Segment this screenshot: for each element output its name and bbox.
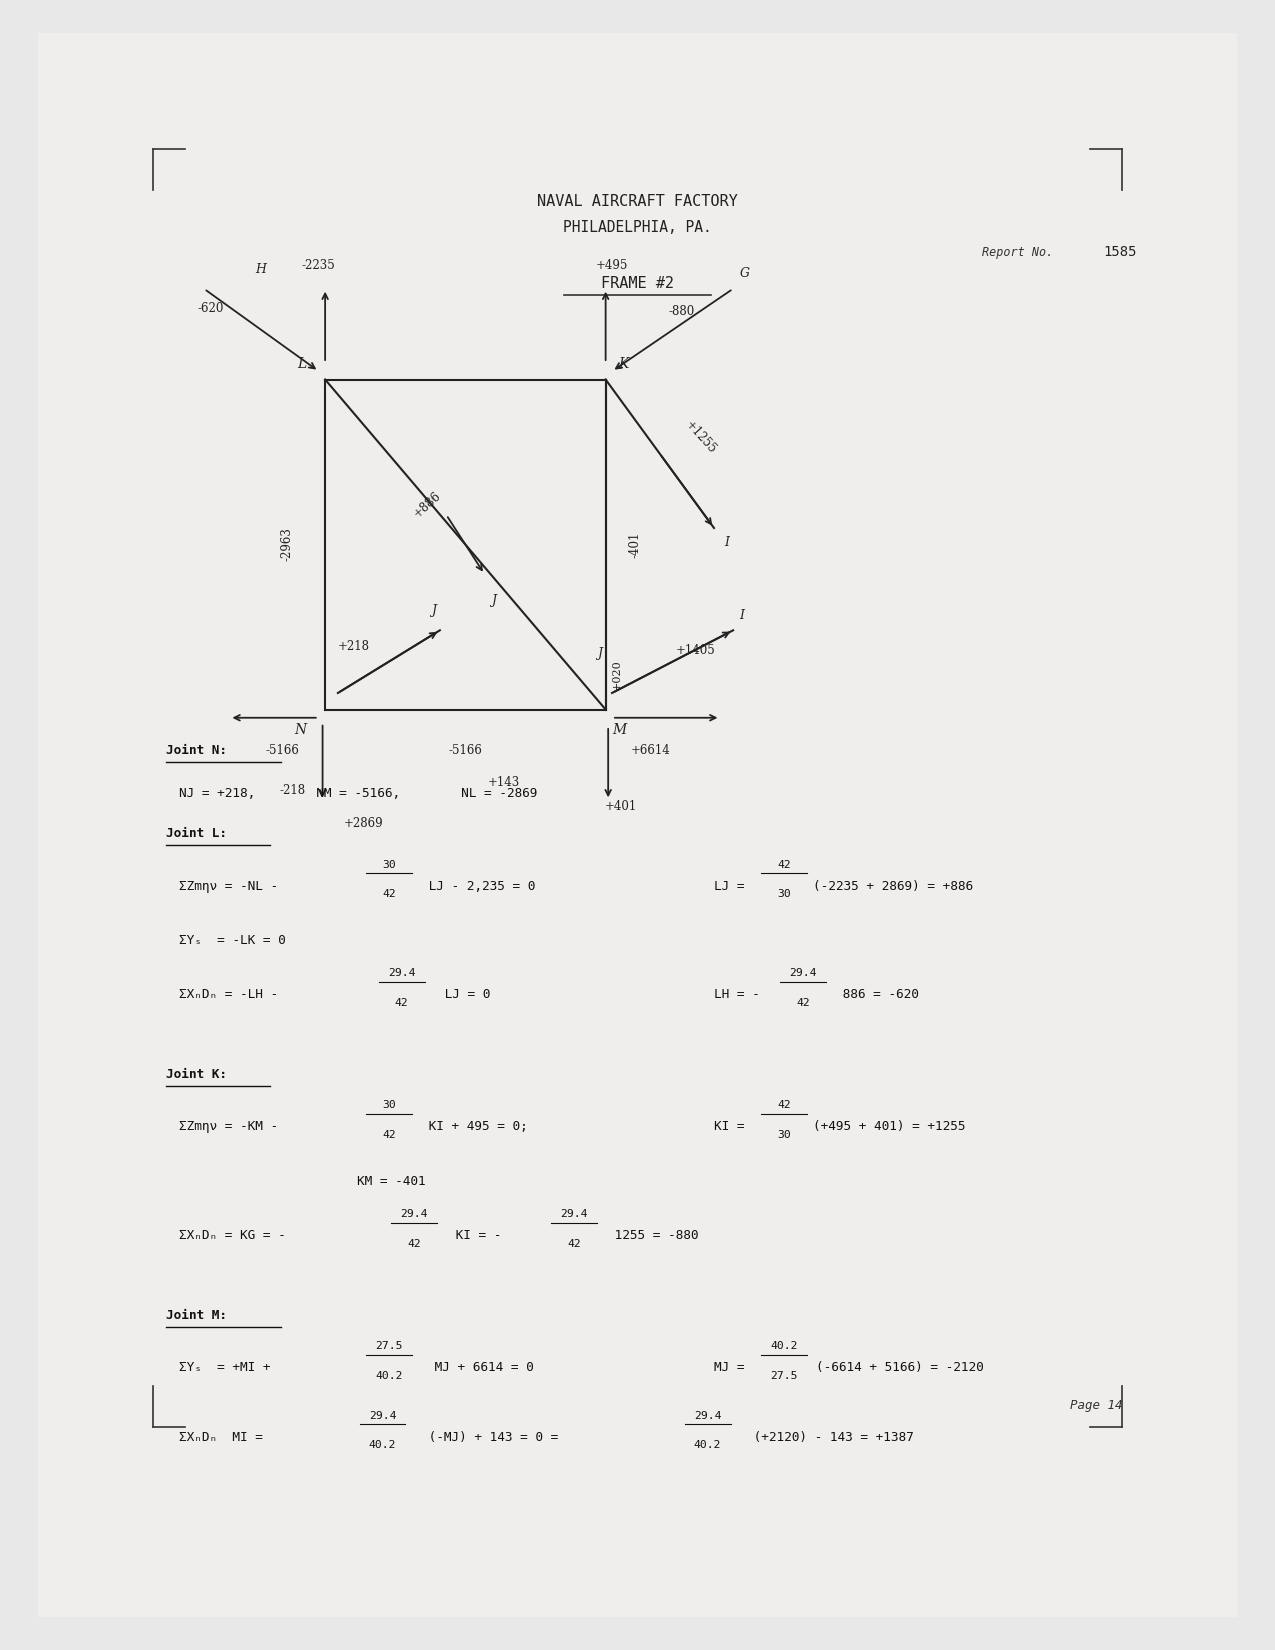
Text: MJ + 6614 = 0: MJ + 6614 = 0 (427, 1361, 534, 1374)
Text: +6614: +6614 (631, 744, 671, 757)
Text: +1255: +1255 (683, 417, 719, 457)
Text: I: I (724, 536, 729, 549)
Text: Joint L:: Joint L: (166, 827, 227, 840)
Text: ΣYₛ  = -LK = 0: ΣYₛ = -LK = 0 (179, 934, 286, 947)
Text: PHILADELPHIA, PA.: PHILADELPHIA, PA. (564, 219, 711, 236)
Text: FRAME #2: FRAME #2 (601, 276, 674, 292)
Text: J: J (597, 647, 602, 660)
Text: NAVAL AIRCRAFT FACTORY: NAVAL AIRCRAFT FACTORY (537, 193, 738, 210)
Text: +886: +886 (411, 488, 444, 520)
Text: Joint M:: Joint M: (166, 1308, 227, 1322)
Text: 42: 42 (408, 1239, 421, 1249)
Text: ΣXₙDₙ = -LH -: ΣXₙDₙ = -LH - (179, 988, 278, 1002)
Text: Joint K:: Joint K: (166, 1068, 227, 1081)
Text: 42: 42 (395, 998, 408, 1008)
Text: +401: +401 (604, 800, 638, 813)
Text: +2869: +2869 (343, 817, 384, 830)
Text: KI =: KI = (714, 1120, 745, 1134)
Text: (+495 + 401) = +1255: (+495 + 401) = +1255 (813, 1120, 966, 1134)
Text: 30: 30 (778, 889, 790, 899)
Text: LJ - 2,235 = 0: LJ - 2,235 = 0 (421, 879, 536, 893)
Text: +495: +495 (595, 259, 629, 272)
Text: K: K (618, 358, 629, 371)
Text: LJ =: LJ = (714, 879, 745, 893)
Text: 40.2: 40.2 (770, 1341, 798, 1351)
Text: ΣZmην = -KM -: ΣZmην = -KM - (179, 1120, 278, 1134)
Text: 42: 42 (778, 860, 790, 870)
Text: N: N (293, 723, 306, 736)
Text: -2235: -2235 (302, 259, 335, 272)
Text: (-6614 + 5166) = -2120: (-6614 + 5166) = -2120 (816, 1361, 984, 1374)
Text: +020: +020 (612, 658, 622, 690)
Text: 29.4: 29.4 (560, 1209, 588, 1219)
Text: LJ = 0: LJ = 0 (437, 988, 491, 1002)
Text: 40.2: 40.2 (375, 1371, 403, 1381)
Text: 27.5: 27.5 (375, 1341, 403, 1351)
Text: (+2120) - 143 = +1387: (+2120) - 143 = +1387 (746, 1431, 914, 1444)
Text: Joint N:: Joint N: (166, 744, 227, 757)
Text: +1405: +1405 (676, 644, 715, 657)
Text: J: J (431, 604, 436, 617)
Text: 40.2: 40.2 (368, 1440, 397, 1450)
Text: LH = -: LH = - (714, 988, 760, 1002)
Text: KI + 495 = 0;: KI + 495 = 0; (421, 1120, 528, 1134)
Text: ΣXₙDₙ  MI =: ΣXₙDₙ MI = (179, 1431, 263, 1444)
Text: J: J (491, 594, 496, 607)
Text: 42: 42 (778, 1101, 790, 1110)
Text: -2963: -2963 (280, 528, 293, 561)
Text: KI = -: KI = - (448, 1229, 501, 1242)
Text: ΣYₛ  = +MI +: ΣYₛ = +MI + (179, 1361, 270, 1374)
Text: 29.4: 29.4 (694, 1411, 722, 1421)
Text: -5166: -5166 (265, 744, 300, 757)
Text: 40.2: 40.2 (694, 1440, 722, 1450)
FancyBboxPatch shape (38, 33, 1237, 1617)
Text: 29.4: 29.4 (388, 969, 416, 978)
Text: G: G (740, 267, 750, 280)
Text: 42: 42 (382, 1130, 395, 1140)
Text: M: M (612, 723, 626, 736)
Text: 29.4: 29.4 (789, 969, 817, 978)
Text: 1255 = -880: 1255 = -880 (607, 1229, 699, 1242)
Text: H: H (255, 262, 266, 276)
Text: 1585: 1585 (1103, 246, 1136, 259)
Text: MJ =: MJ = (714, 1361, 745, 1374)
Text: KM = -401: KM = -401 (357, 1175, 426, 1188)
Text: -218: -218 (280, 784, 306, 797)
Text: 27.5: 27.5 (770, 1371, 798, 1381)
Text: -401: -401 (629, 531, 641, 558)
Text: +218: +218 (338, 640, 370, 653)
Text: Report No.: Report No. (982, 246, 1053, 259)
Text: NJ = +218,        NM = -5166,        NL = -2869: NJ = +218, NM = -5166, NL = -2869 (179, 787, 537, 800)
Text: Page 14: Page 14 (1070, 1399, 1123, 1412)
Text: -5166: -5166 (449, 744, 482, 757)
Text: 30: 30 (382, 860, 395, 870)
Text: ΣZmην = -NL -: ΣZmην = -NL - (179, 879, 278, 893)
Text: 886 = -620: 886 = -620 (835, 988, 919, 1002)
Text: +143: +143 (487, 776, 520, 789)
Text: 29.4: 29.4 (368, 1411, 397, 1421)
Text: (-MJ) + 143 = 0 =: (-MJ) + 143 = 0 = (421, 1431, 558, 1444)
Text: -880: -880 (669, 305, 695, 318)
Text: (-2235 + 2869) = +886: (-2235 + 2869) = +886 (813, 879, 974, 893)
Text: 30: 30 (778, 1130, 790, 1140)
Text: ΣXₙDₙ = KG = -: ΣXₙDₙ = KG = - (179, 1229, 286, 1242)
Text: 29.4: 29.4 (400, 1209, 428, 1219)
Text: -620: -620 (198, 302, 223, 315)
Text: 42: 42 (567, 1239, 580, 1249)
Text: I: I (740, 609, 745, 622)
Text: 30: 30 (382, 1101, 395, 1110)
Text: 42: 42 (797, 998, 810, 1008)
Text: L: L (297, 358, 306, 371)
Text: 42: 42 (382, 889, 395, 899)
